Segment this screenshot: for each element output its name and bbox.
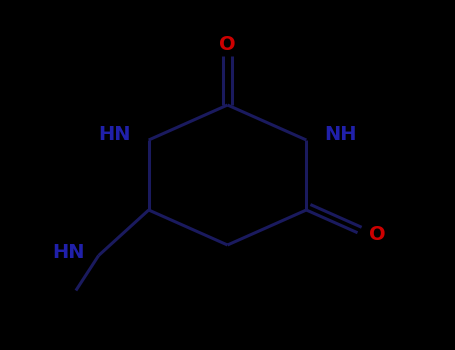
Text: HN: HN (52, 243, 85, 261)
Text: O: O (369, 225, 385, 244)
Text: NH: NH (324, 125, 357, 144)
Text: O: O (219, 35, 236, 54)
Text: HN: HN (98, 125, 131, 144)
